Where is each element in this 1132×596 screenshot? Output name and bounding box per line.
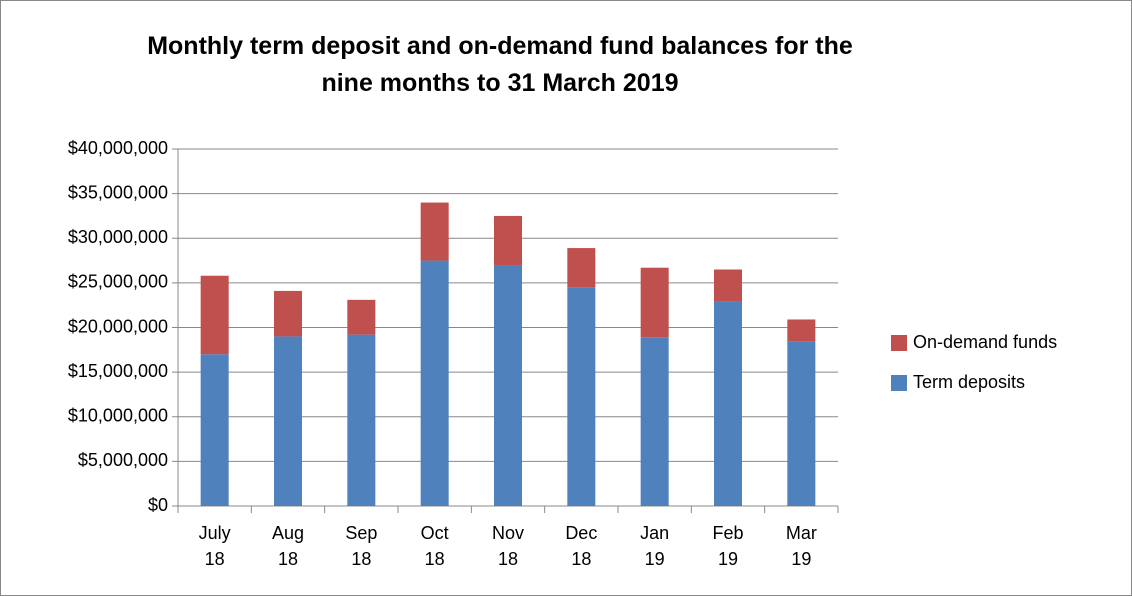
bar-segment (714, 269, 742, 302)
x-tick-label: Dec 18 (565, 523, 598, 569)
bar-segment (200, 354, 229, 506)
bar-segment (640, 267, 669, 338)
y-tick-label: $30,000,000 (68, 227, 168, 247)
y-tick-label: $10,000,000 (68, 406, 168, 426)
y-tick-label: $20,000,000 (68, 316, 168, 336)
x-tick-label: Sep 18 (345, 523, 378, 569)
bar-segment (787, 341, 816, 506)
legend-swatch (891, 335, 907, 351)
chart-title: Monthly term deposit and on-demand fund … (147, 32, 853, 97)
bar-segment (714, 301, 742, 506)
x-tick-label: Nov 18 (491, 523, 524, 569)
bar-segment (420, 202, 449, 261)
x-tick-label: Aug 18 (271, 523, 305, 569)
x-tick-label: Jan 19 (640, 523, 670, 569)
bar-segment (274, 290, 302, 337)
x-tick-label: Feb 19 (712, 523, 744, 569)
y-tick-label: $15,000,000 (68, 361, 168, 381)
y-tick-label: $0 (148, 495, 168, 515)
x-tick-label: Oct 18 (420, 523, 449, 569)
bar-segment (347, 299, 376, 335)
legend-swatch (891, 375, 907, 391)
x-tick-label: Mar 19 (785, 523, 817, 569)
bar-segment (567, 287, 596, 506)
legend-label: Term deposits (913, 372, 1025, 392)
legend-label: On-demand funds (913, 332, 1057, 352)
y-tick-label: $5,000,000 (78, 450, 168, 470)
bar-segment (420, 260, 449, 506)
bar-segment (567, 248, 596, 288)
y-tick-label: $35,000,000 (68, 182, 168, 202)
bar-segment (494, 215, 522, 266)
bar-segment (347, 334, 376, 506)
x-tick-label: July 18 (198, 523, 231, 569)
bar-segment (494, 265, 522, 506)
bar-segment (274, 336, 302, 506)
y-tick-label: $40,000,000 (68, 138, 168, 158)
bar-segment (787, 319, 816, 342)
bar-segment (200, 275, 229, 355)
y-tick-label: $25,000,000 (68, 272, 168, 292)
bar-segment (640, 337, 669, 506)
